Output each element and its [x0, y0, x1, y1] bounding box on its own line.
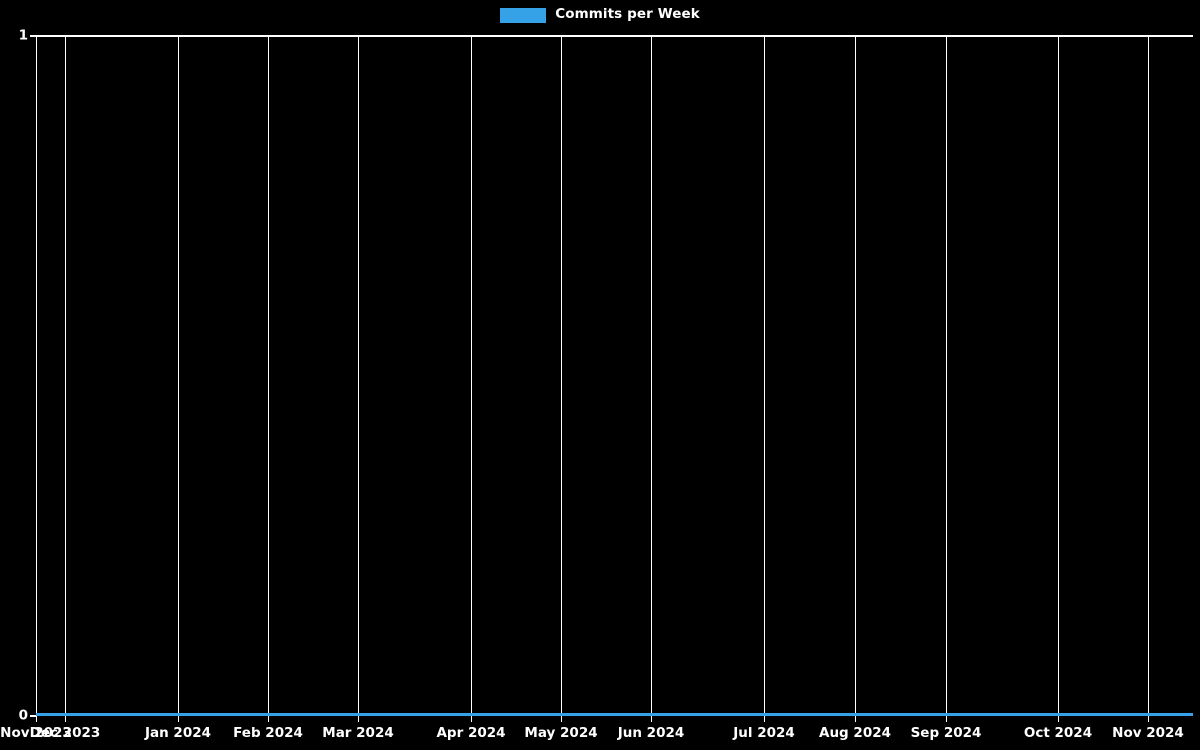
xtick-dec-2023	[65, 716, 66, 722]
xtick-label-dec-2023: Dec 2023	[29, 725, 101, 741]
gridline-nov-2024	[1148, 36, 1149, 716]
ytick-label-0: 0	[18, 707, 28, 724]
ytick-label-1: 1	[18, 27, 28, 44]
gridline-may-2024	[561, 36, 562, 716]
xtick-jul-2024	[764, 716, 765, 722]
gridline-jan-2024	[178, 36, 179, 716]
plot-area	[36, 36, 1193, 716]
series-line-commits-per-week	[36, 712, 1193, 716]
top-spine	[36, 35, 1193, 37]
xtick-label-may-2024: May 2024	[524, 725, 598, 741]
xtick-nov-2023	[36, 716, 37, 722]
gridline-mar-2024	[358, 36, 359, 716]
xtick-jan-2024	[178, 716, 179, 722]
xtick-jun-2024	[651, 716, 652, 722]
chart-legend: Commits per Week	[0, 0, 1200, 30]
legend-label-commits-per-week: Commits per Week	[555, 6, 700, 23]
xtick-aug-2024	[855, 716, 856, 722]
xtick-label-feb-2024: Feb 2024	[233, 725, 303, 741]
gridline-apr-2024	[471, 36, 472, 716]
xtick-label-sep-2024: Sep 2024	[910, 725, 982, 741]
xtick-feb-2024	[268, 716, 269, 722]
xtick-label-aug-2024: Aug 2024	[819, 725, 891, 741]
xtick-label-jul-2024: Jul 2024	[733, 725, 795, 741]
xtick-may-2024	[561, 716, 562, 722]
gridline-feb-2024	[268, 36, 269, 716]
ytick-1	[30, 35, 36, 37]
xtick-label-jun-2024: Jun 2024	[617, 725, 685, 741]
legend-swatch-commits-per-week	[500, 7, 547, 23]
xtick-mar-2024	[358, 716, 359, 722]
xtick-sep-2024	[946, 716, 947, 722]
gridline-aug-2024	[855, 36, 856, 716]
ytick-0	[30, 715, 36, 717]
gridline-oct-2024	[1058, 36, 1059, 716]
xtick-label-mar-2024: Mar 2024	[322, 725, 394, 741]
gridline-jun-2024	[651, 36, 652, 716]
xtick-label-jan-2024: Jan 2024	[144, 725, 212, 741]
xtick-label-nov-2024: Nov 2024	[1112, 725, 1184, 741]
xtick-oct-2024	[1058, 716, 1059, 722]
gridline-nov-2023	[36, 36, 37, 716]
xtick-label-oct-2024: Oct 2024	[1023, 725, 1093, 741]
xtick-label-apr-2024: Apr 2024	[436, 725, 506, 741]
gridline-dec-2023	[65, 36, 66, 716]
gridline-jul-2024	[764, 36, 765, 716]
xtick-apr-2024	[471, 716, 472, 722]
xtick-nov-2024	[1148, 716, 1149, 722]
gridline-sep-2024	[946, 36, 947, 716]
xtick-label-nov-2023: Nov 2023	[0, 725, 72, 741]
